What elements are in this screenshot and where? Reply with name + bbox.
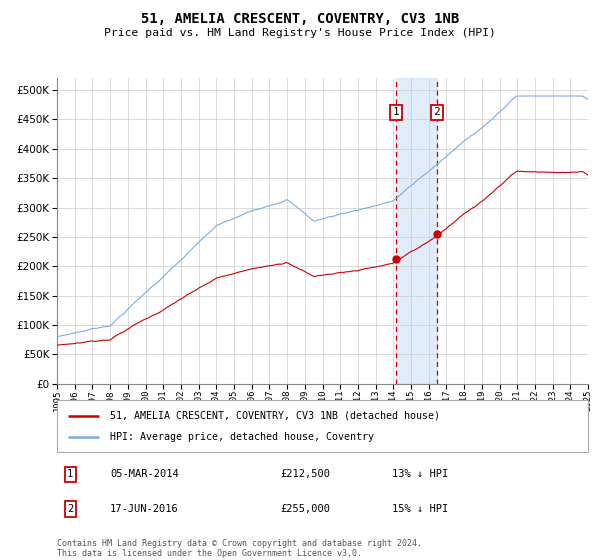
Text: £255,000: £255,000 xyxy=(280,504,330,514)
Text: 1: 1 xyxy=(67,469,73,479)
Text: 51, AMELIA CRESCENT, COVENTRY, CV3 1NB (detached house): 51, AMELIA CRESCENT, COVENTRY, CV3 1NB (… xyxy=(110,411,440,421)
Text: HPI: Average price, detached house, Coventry: HPI: Average price, detached house, Cove… xyxy=(110,432,374,442)
Text: 13% ↓ HPI: 13% ↓ HPI xyxy=(392,469,448,479)
Text: 1: 1 xyxy=(393,108,400,118)
Text: Contains HM Land Registry data © Crown copyright and database right 2024.
This d: Contains HM Land Registry data © Crown c… xyxy=(57,539,422,558)
Text: 17-JUN-2016: 17-JUN-2016 xyxy=(110,504,179,514)
Text: 15% ↓ HPI: 15% ↓ HPI xyxy=(392,504,448,514)
Text: £212,500: £212,500 xyxy=(280,469,330,479)
Text: Price paid vs. HM Land Registry's House Price Index (HPI): Price paid vs. HM Land Registry's House … xyxy=(104,28,496,38)
Text: 2: 2 xyxy=(433,108,440,118)
Bar xyxy=(397,78,437,384)
Text: 51, AMELIA CRESCENT, COVENTRY, CV3 1NB: 51, AMELIA CRESCENT, COVENTRY, CV3 1NB xyxy=(141,12,459,26)
FancyBboxPatch shape xyxy=(57,400,588,452)
Text: 2: 2 xyxy=(67,504,73,514)
Text: 05-MAR-2014: 05-MAR-2014 xyxy=(110,469,179,479)
